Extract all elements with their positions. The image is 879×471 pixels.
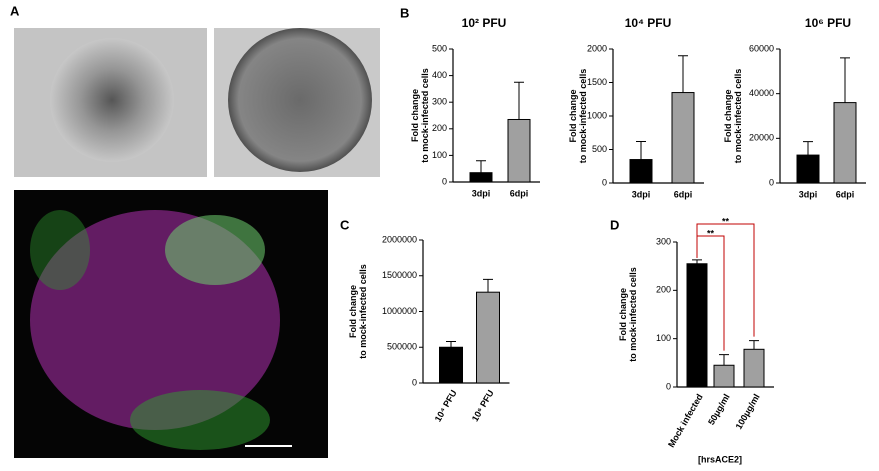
y-tick-label: 300: [432, 97, 447, 107]
y-tick-label: 1500000: [382, 270, 417, 280]
bar: [713, 364, 735, 388]
y-axis-label-line: to mock-infected cells: [628, 267, 638, 362]
error-bar: [476, 160, 486, 173]
y-axis-label-line: to mock-infected cells: [578, 69, 588, 164]
y-tick-label: 0: [412, 377, 417, 387]
x-tick-label: 3dpi: [472, 188, 491, 198]
panel-label: C: [340, 217, 350, 232]
y-tick-label: 500000: [387, 342, 417, 352]
y-axis-label-line: Fold change: [348, 285, 358, 338]
y-tick-label: 0: [602, 177, 607, 187]
x-tick-label: 6dpi: [836, 189, 855, 199]
x-tick-label: 6dpi: [510, 188, 529, 198]
significance-bracket: [696, 223, 755, 337]
y-tick-label: 100: [432, 150, 447, 160]
significance-label: **: [722, 216, 730, 226]
x-tick-label: 3dpi: [632, 189, 651, 199]
bar: [833, 102, 857, 184]
error-bar: [678, 55, 688, 93]
y-tick-label: 1000: [587, 110, 607, 120]
y-tick-label: 20000: [749, 133, 774, 143]
bar: [507, 118, 531, 183]
x-tick-label: 10⁶ PFU: [470, 388, 496, 423]
significance-label: **: [707, 228, 715, 238]
y-axis-label-line: Fold change: [723, 89, 733, 142]
error-bar: [803, 141, 813, 156]
bar: [671, 92, 695, 184]
y-axis-label: Fold changeto mock-infected cells: [348, 264, 368, 359]
x-tick-label: 50μg/ml: [706, 392, 732, 426]
x-tick-label: Mock infected: [666, 392, 705, 449]
y-tick-label: 0: [442, 176, 447, 186]
y-tick-label: 1500: [587, 77, 607, 87]
micrograph: [214, 28, 380, 177]
error-bar: [446, 341, 456, 348]
bar: [629, 159, 653, 184]
error-bar: [692, 259, 702, 264]
panel-label: D: [610, 217, 619, 232]
y-axis-label: Fold changeto mock-infected cells: [618, 267, 638, 362]
y-tick-label: 2000000: [382, 234, 417, 244]
error-bar: [483, 278, 493, 293]
bar: [439, 346, 463, 384]
error-bar: [719, 354, 729, 366]
error-bar: [749, 340, 759, 350]
x-tick-label: 10⁴ PFU: [433, 388, 459, 423]
y-axis-label-line: to mock-infected cells: [358, 264, 368, 359]
chart-title: 10⁴ PFU: [625, 16, 672, 30]
chart-title: 10⁶ PFU: [805, 16, 851, 30]
bar: [469, 172, 493, 183]
micrograph: [14, 28, 207, 177]
chart-title: 10² PFU: [462, 16, 507, 30]
y-tick-label: 500: [592, 144, 607, 154]
y-axis-label-line: Fold change: [410, 89, 420, 142]
x-tick-label: 6dpi: [674, 189, 693, 199]
error-bar: [636, 140, 646, 160]
bar: [686, 263, 708, 388]
y-tick-label: 0: [769, 177, 774, 187]
fluorescence-image: [14, 190, 328, 458]
y-axis-label: Fold changeto mock-infected cells: [723, 69, 743, 164]
panel-label: A: [10, 3, 20, 18]
bar: [476, 291, 500, 384]
y-tick-label: 60000: [749, 43, 774, 53]
x-axis-label: [hrsACE2]: [698, 454, 742, 464]
error-bar: [840, 57, 850, 103]
bar: [743, 348, 765, 388]
error-bar: [514, 81, 524, 120]
y-tick-label: 300: [656, 236, 671, 246]
x-tick-label: 3dpi: [799, 189, 818, 199]
bar: [796, 154, 820, 184]
x-tick-label: 100μg/ml: [734, 392, 762, 431]
y-tick-label: 200: [656, 285, 671, 295]
y-axis-label-line: to mock-infected cells: [420, 68, 430, 163]
y-axis-label-line: Fold change: [568, 89, 578, 142]
y-tick-label: 500: [432, 43, 447, 53]
panel-label: B: [400, 5, 409, 20]
y-axis-label-line: Fold change: [618, 288, 628, 341]
y-axis-label-line: to mock-infected cells: [733, 69, 743, 164]
y-axis-label: Fold changeto mock-infected cells: [568, 69, 588, 164]
y-tick-label: 1000000: [382, 306, 417, 316]
y-axis-label: Fold changeto mock-infected cells: [410, 68, 430, 163]
y-tick-label: 200: [432, 123, 447, 133]
y-tick-label: 0: [666, 381, 671, 391]
y-tick-label: 100: [656, 333, 671, 343]
y-tick-label: 400: [432, 70, 447, 80]
y-tick-label: 40000: [749, 88, 774, 98]
y-tick-label: 2000: [587, 43, 607, 53]
